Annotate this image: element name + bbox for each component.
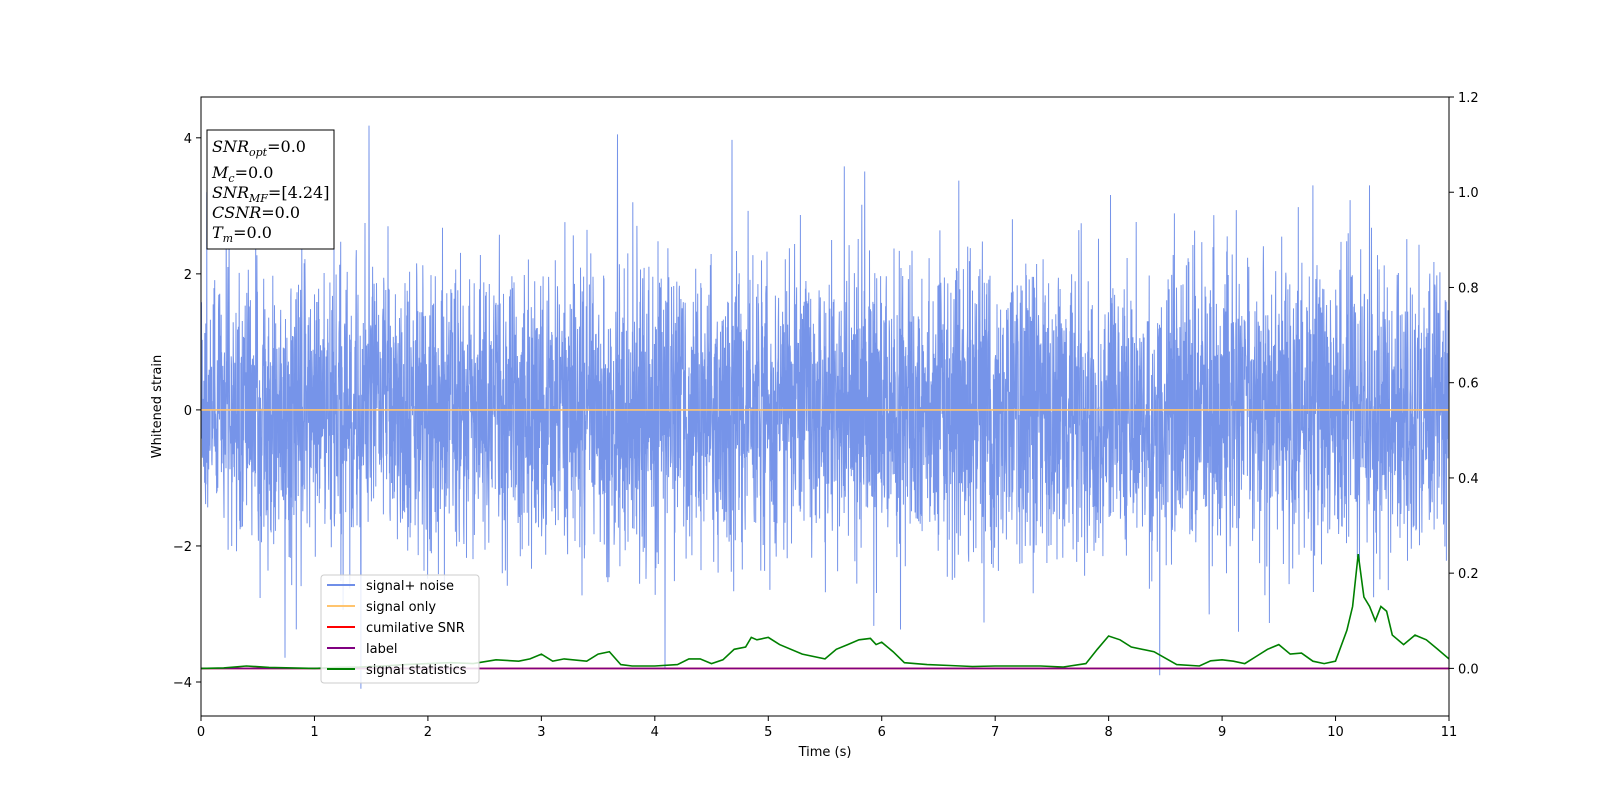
x-tick-label: 7 [991, 725, 999, 740]
annotation-tm: Tm=0.0 [212, 223, 272, 245]
x-axis-label: Time (s) [798, 745, 852, 760]
annotation-csnr: CSNR=0.0 [212, 203, 300, 222]
legend: signal+ noise signal only cumilative SNR… [320, 574, 480, 684]
series-signal-statistics [201, 553, 1449, 670]
x-tick-label: 1 [310, 725, 318, 740]
legend-label-cumulative-snr: cumilative SNR [366, 621, 465, 636]
x-axis: 0 1 2 3 4 5 6 7 8 9 10 11 [197, 716, 1457, 740]
legend-label-signal-only: signal only [366, 600, 436, 615]
x-tick-label: 8 [1104, 725, 1112, 740]
y-tick-label: −2 [173, 540, 192, 555]
series-signal-noise [201, 125, 1449, 689]
x-tick-label: 6 [878, 725, 886, 740]
x-tick-label: 3 [537, 725, 545, 740]
legend-entry-signal-noise: signal+ noise [327, 579, 454, 594]
x-tick-label: 5 [764, 725, 772, 740]
annotation-snr-mf: SNRMF=[4.24] [212, 183, 329, 205]
x-tick-label: 10 [1327, 725, 1344, 740]
annotation-mc: Mc=0.0 [211, 163, 273, 185]
y2-tick-label: 0.0 [1458, 662, 1479, 677]
y-axis-right: 0.0 0.2 0.4 0.6 0.8 1.0 1.2 [1449, 91, 1479, 677]
y-axis-label: Whitened strain [150, 355, 165, 458]
y2-tick-label: 1.0 [1458, 186, 1479, 201]
legend-entry-signal-statistics: signal statistics [327, 663, 467, 678]
annotation-snr-opt: SNRopt=0.0 [212, 137, 306, 159]
legend-entry-signal-only: signal only [327, 600, 436, 615]
x-tick-label: 0 [197, 725, 205, 740]
y-tick-label: 0 [184, 404, 192, 419]
legend-entry-cumulative-snr: cumilative SNR [327, 621, 465, 636]
legend-label-label: label [366, 642, 397, 657]
y-tick-label: 2 [184, 268, 192, 283]
y2-tick-label: 1.2 [1458, 91, 1479, 106]
legend-label-signal-noise: signal+ noise [366, 579, 454, 594]
y2-tick-label: 0.4 [1458, 472, 1479, 487]
y2-tick-label: 0.6 [1458, 377, 1479, 392]
x-tick-label: 4 [651, 725, 659, 740]
x-tick-label: 11 [1441, 725, 1458, 740]
y2-tick-label: 0.2 [1458, 567, 1479, 582]
y2-tick-label: 0.8 [1458, 281, 1479, 296]
annotation-box: SNRopt=0.0 Mc=0.0 SNRMF=[4.24] CSNR=0.0 … [206, 129, 335, 250]
legend-label-signal-statistics: signal statistics [366, 663, 467, 678]
y-axis-left: −4 −2 0 2 4 [173, 132, 201, 691]
x-tick-label: 2 [424, 725, 432, 740]
x-tick-label: 9 [1218, 725, 1226, 740]
annotation-frame [206, 129, 335, 250]
legend-entry-label: label [327, 642, 397, 657]
plot-frame [200, 96, 1450, 717]
legend-frame [320, 574, 480, 684]
y-tick-label: 4 [184, 132, 192, 147]
y-tick-label: −4 [173, 676, 192, 691]
